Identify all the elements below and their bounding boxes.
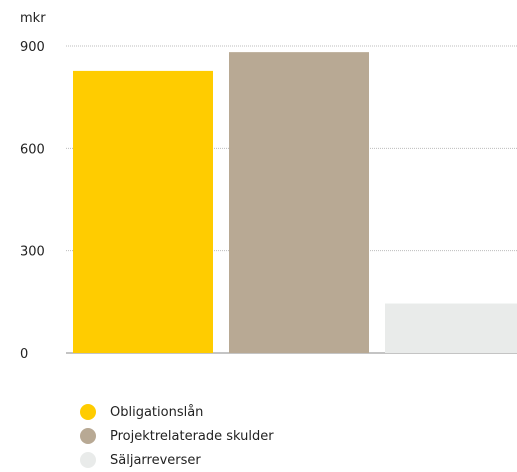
bar-0: [73, 70, 213, 353]
legend-swatch: [80, 404, 96, 420]
bars: [73, 52, 517, 353]
legend-item-obligationslan: Obligationslån: [80, 400, 274, 424]
legend-swatch: [80, 452, 96, 468]
y-tick-label: 900: [20, 40, 45, 55]
legend-label: Projektrelaterade skulder: [110, 428, 274, 444]
legend-item-projektrelaterade-skulder: Projektrelaterade skulder: [80, 424, 274, 448]
y-unit-label: mkr: [20, 11, 46, 26]
legend: Obligationslån Projektrelaterade skulder…: [80, 400, 274, 472]
y-axis-ticks: 0 300 600 900: [20, 40, 45, 362]
legend-label: Säljarreverser: [110, 452, 201, 468]
bar-1: [229, 52, 369, 353]
bar-chart: mkr 0 300 600 900: [20, 11, 517, 362]
y-tick-label: 300: [20, 245, 45, 260]
legend-label: Obligationslån: [110, 404, 204, 420]
y-tick-label: 0: [20, 347, 28, 362]
legend-swatch: [80, 428, 96, 444]
y-tick-label: 600: [20, 142, 45, 157]
legend-item-saljarreverser: Säljarreverser: [80, 448, 274, 472]
bar-2: [385, 303, 517, 353]
